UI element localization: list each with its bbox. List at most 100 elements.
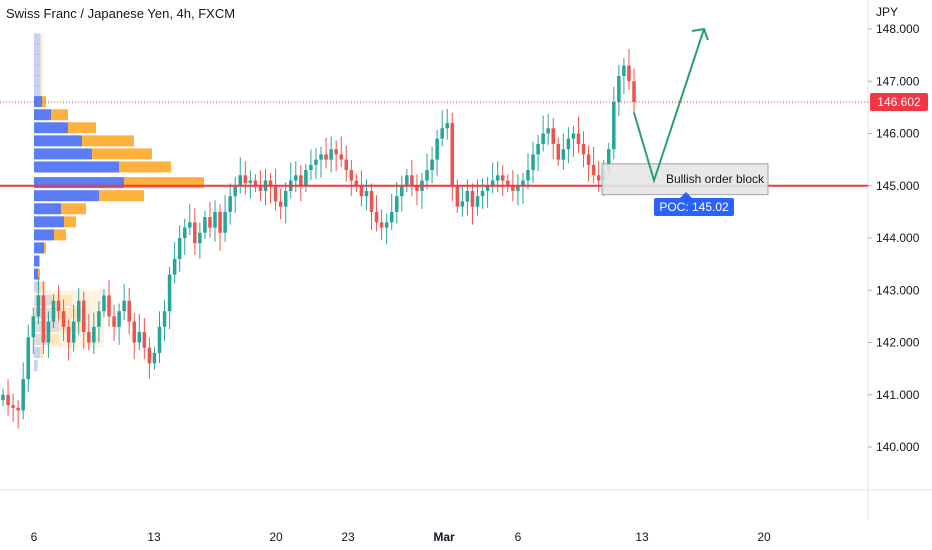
time-tick-label: 23 bbox=[341, 530, 355, 544]
volume-profile-down-bar bbox=[82, 135, 134, 147]
candle-body bbox=[364, 190, 369, 197]
candle-body bbox=[541, 133, 545, 144]
candle-body bbox=[425, 170, 429, 181]
volume-profile-down-bar bbox=[49, 333, 59, 345]
volume-profile-down-bar bbox=[42, 96, 46, 108]
volume-profile-down-bar bbox=[68, 122, 96, 134]
volume-profile-down-bar bbox=[119, 161, 171, 173]
candle-body bbox=[531, 154, 535, 171]
candle-body bbox=[566, 138, 571, 150]
candle-body bbox=[389, 211, 394, 223]
candle-body bbox=[324, 154, 328, 160]
candle-body bbox=[314, 159, 318, 165]
time-tick-label: 6 bbox=[31, 530, 38, 544]
candle-body bbox=[11, 405, 15, 408]
volume-profile-down-bar bbox=[40, 43, 42, 55]
volume-profile-down-bar bbox=[40, 85, 42, 97]
candle-body bbox=[122, 300, 126, 312]
candle-body bbox=[500, 175, 505, 181]
currency-label: JPY bbox=[875, 5, 898, 19]
volume-profile-up-bar bbox=[34, 109, 51, 121]
candle-body bbox=[283, 190, 288, 207]
order-block-box[interactable] bbox=[601, 163, 769, 196]
candle-body bbox=[213, 211, 217, 228]
candle-body bbox=[142, 332, 147, 348]
volume-profile-down-bar bbox=[92, 148, 152, 160]
price-tick-label: 146.000 bbox=[876, 127, 920, 141]
volume-profile-up-bar bbox=[34, 43, 40, 55]
volume-profile-up-bar bbox=[34, 64, 40, 76]
candle-body bbox=[31, 316, 36, 338]
volume-profile-up-bar bbox=[34, 122, 68, 134]
candle-body bbox=[495, 175, 500, 181]
projection-arrow-line[interactable] bbox=[633, 28, 705, 184]
price-tick-label: 143.000 bbox=[876, 283, 920, 297]
candle-body bbox=[97, 311, 101, 327]
volume-profile-down-bar bbox=[59, 320, 84, 332]
candle-body bbox=[193, 222, 197, 244]
candle-body bbox=[480, 190, 485, 197]
candle-body bbox=[334, 149, 338, 155]
volume-profile-up-bar bbox=[34, 85, 40, 97]
chart-grid bbox=[0, 0, 932, 520]
candle-body bbox=[445, 123, 449, 129]
candle-body bbox=[299, 175, 303, 186]
candle-body bbox=[268, 180, 273, 186]
candle-body bbox=[71, 321, 76, 343]
volume-profile-up-bar bbox=[34, 229, 54, 241]
candle-body bbox=[354, 180, 359, 186]
volume-profile-up-bar bbox=[34, 190, 99, 202]
candle-body bbox=[576, 133, 581, 144]
candle-body bbox=[198, 232, 202, 244]
chart-overlays: Bullish order block POC: 145.02 bbox=[0, 27, 868, 216]
candle-body bbox=[102, 295, 106, 312]
candle-body bbox=[117, 311, 121, 327]
candle-body bbox=[137, 332, 142, 343]
candle-body bbox=[218, 211, 222, 233]
volume-profile-down-bar bbox=[51, 109, 68, 121]
volume-profile-down-bar bbox=[40, 54, 42, 66]
volume-profile-up-bar bbox=[34, 281, 40, 293]
volume-profile-down-bar bbox=[124, 177, 204, 189]
candle-body bbox=[405, 175, 409, 186]
candle-body bbox=[56, 300, 61, 312]
candle-body bbox=[369, 190, 374, 212]
poc-label-box[interactable] bbox=[654, 198, 734, 216]
candle-body bbox=[617, 76, 621, 103]
candle-body bbox=[61, 311, 66, 327]
candle-body bbox=[622, 65, 626, 77]
candle-body bbox=[556, 143, 561, 160]
candle-body bbox=[359, 185, 364, 197]
volume-profile-up-bar bbox=[34, 161, 119, 173]
volume-profile-down-bar bbox=[40, 346, 43, 358]
candle-body bbox=[440, 128, 444, 139]
candle-body bbox=[627, 65, 631, 82]
price-tick-label: 145.000 bbox=[876, 179, 920, 193]
candle-body bbox=[581, 143, 586, 155]
candle-body bbox=[606, 149, 611, 171]
candle-body bbox=[374, 211, 379, 223]
candle-body bbox=[591, 164, 596, 176]
candle-body bbox=[415, 185, 419, 191]
candle-body bbox=[460, 201, 465, 207]
candle-body bbox=[66, 326, 71, 343]
volume-profile-down-bar bbox=[52, 294, 72, 306]
candle-body bbox=[127, 300, 131, 322]
candle-body bbox=[132, 321, 137, 343]
price-tick-label: 148.000 bbox=[876, 22, 920, 36]
candle-body bbox=[596, 175, 601, 181]
price-axis: 148.000 147.000 146.000 145.000 144.000 143.0… bbox=[868, 22, 928, 454]
volume-profile-down-bar bbox=[37, 360, 38, 372]
candle-body bbox=[344, 159, 349, 171]
last-price-badge[interactable] bbox=[870, 93, 928, 112]
candle-body bbox=[309, 164, 313, 171]
price-tick-label: 140.000 bbox=[876, 440, 920, 454]
candle-body bbox=[233, 185, 237, 197]
volume-profile-down-bar bbox=[44, 242, 46, 254]
candle-body bbox=[339, 154, 343, 160]
candle-body bbox=[546, 128, 550, 134]
last-price-label: 146.602 bbox=[877, 95, 921, 109]
price-tick-label: 147.000 bbox=[876, 74, 920, 88]
candle-body bbox=[243, 175, 248, 184]
